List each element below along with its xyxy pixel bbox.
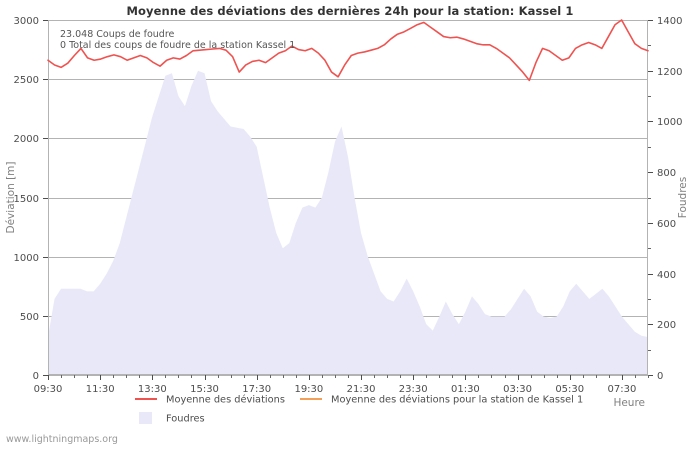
chart-title: Moyenne des déviations des dernières 24h… [126,4,574,18]
y2-axis-tick-label: 400 [657,270,676,281]
y-axis-tick-label: 0 [33,371,39,382]
y2-axis-tick-label: 600 [657,219,676,230]
x-axis-tick-label: 11:30 [86,384,115,395]
x-axis-tick-label: 19:30 [294,384,323,395]
lightning-area-series [48,70,648,376]
x-axis-tick-label: 05:30 [555,384,584,395]
y-axis-tick-label: 2000 [14,134,39,145]
y2-axis-tick-label: 1200 [657,67,682,78]
y2-axis-tick-label: 1000 [657,117,682,128]
y-axis-tick-label: 3000 [14,16,39,27]
y-axis-tick-label: 1000 [14,253,39,264]
footer-url: www.lightningmaps.org [6,434,118,445]
y2-axis-title: Foudres [677,177,689,218]
lightning-area-path [48,70,648,376]
axis-ticks-group [43,20,653,380]
legend-item-label: Moyenne des déviations [166,394,285,406]
x-axis-tick-label: 15:30 [190,384,219,395]
x-axis-tick-label: 21:30 [347,384,376,395]
x-axis-tick-label: 07:30 [607,384,636,395]
legend-item-label: Foudres [166,414,205,425]
x-axis-tick-label: 01:30 [451,384,480,395]
plot-border [48,20,648,375]
x-axis-tick-label: 09:30 [34,384,63,395]
annotation-station-total: 0 Total des coups de foudre de la statio… [60,40,295,51]
legend-swatch-marker [139,412,152,424]
y-axis-tick-label: 2500 [14,75,39,86]
x-axis-tick-label: 17:30 [242,384,271,395]
y2-axis-tick-label: 0 [657,371,663,382]
x-axis-tick-label: 13:30 [138,384,167,395]
y-axis-title: Déviation [m] [5,162,17,234]
y-axis-tick-label: 500 [20,312,39,323]
chart-legend: Moyenne des déviations Moyenne des déviat… [135,394,583,425]
deviation-line-series [47,19,649,82]
x-axis-tick-label: 03:30 [503,384,532,395]
plot-frame [48,20,648,375]
axis-labels-group: 0 500 1000 1500 2000 2500 3000 0 200 400 600 800 100… [5,16,689,409]
y-axis-tick-label: 1500 [14,194,39,205]
x-axis-title: Heure [613,397,645,409]
x-axis-tick-label: 23:30 [399,384,428,395]
chart-footer: www.lightningmaps.org [6,434,118,445]
y2-axis-tick-label: 1400 [657,16,682,27]
legend-item-label: Moyenne des déviations pour la station d… [331,394,583,406]
deviation-line-path [47,19,649,82]
y2-axis-tick-label: 800 [657,168,676,179]
y2-axis-tick-label: 200 [657,320,676,331]
annotation-strike-count: 23.048 Coups de foudre [60,29,175,40]
